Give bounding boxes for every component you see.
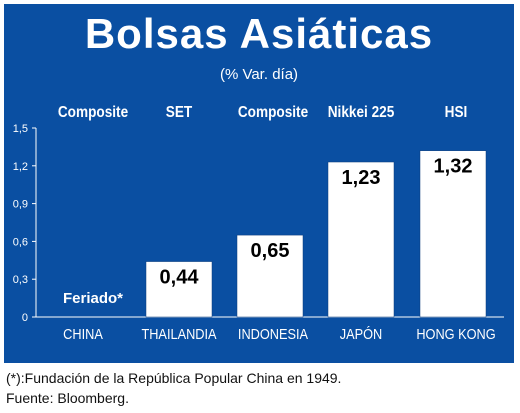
data-label: Feriado* [63,290,123,307]
category-label-indonesia: INDONESIA [237,326,309,343]
category-label-hongkong: HONG KONG [416,326,496,343]
data-label: 0,44 [160,267,200,289]
y-tick-label: 0,9 [13,199,28,211]
data-label: 1,32 [434,156,473,178]
bar [145,261,213,318]
footnote: (*):Fundación de la República Popular Ch… [6,370,342,386]
index-label-japon: Nikkei 225 [327,104,395,121]
bar [327,161,395,318]
source-note: Fuente: Bloomberg. [6,390,129,406]
category-label-thailandia: THAILANDIA [141,326,217,343]
category-label-china: CHINA [63,326,103,343]
y-tick-label: 0,6 [13,236,28,248]
y-tick-label: 1,2 [13,161,28,173]
index-label-hongkong: HSI [444,104,468,121]
y-tick-label: 0 [22,312,28,324]
bar-chart: 0 0,3 0,6 0,9 1,2 1,5 Feriado* 0,44 0,65 1,23 1,32 [13,123,504,324]
index-label-indonesia: Composite [237,104,309,121]
chart-title: Bolsas Asiáticas [84,10,434,57]
bar [419,150,487,318]
data-label: 1,23 [342,167,381,189]
index-label-china: Composite [57,104,129,121]
y-tick-label: 0,3 [13,274,28,286]
data-label: 0,65 [251,240,290,262]
chart-subtitle: (% Var. día) [219,66,299,83]
y-tick-label: 1,5 [13,123,28,135]
category-label-japon: JAPÓN [339,326,383,343]
index-label-thailandia: SET [165,104,193,121]
chart-panel: Bolsas Asiáticas (% Var. día) Composite … [4,4,514,363]
bar [236,234,304,318]
